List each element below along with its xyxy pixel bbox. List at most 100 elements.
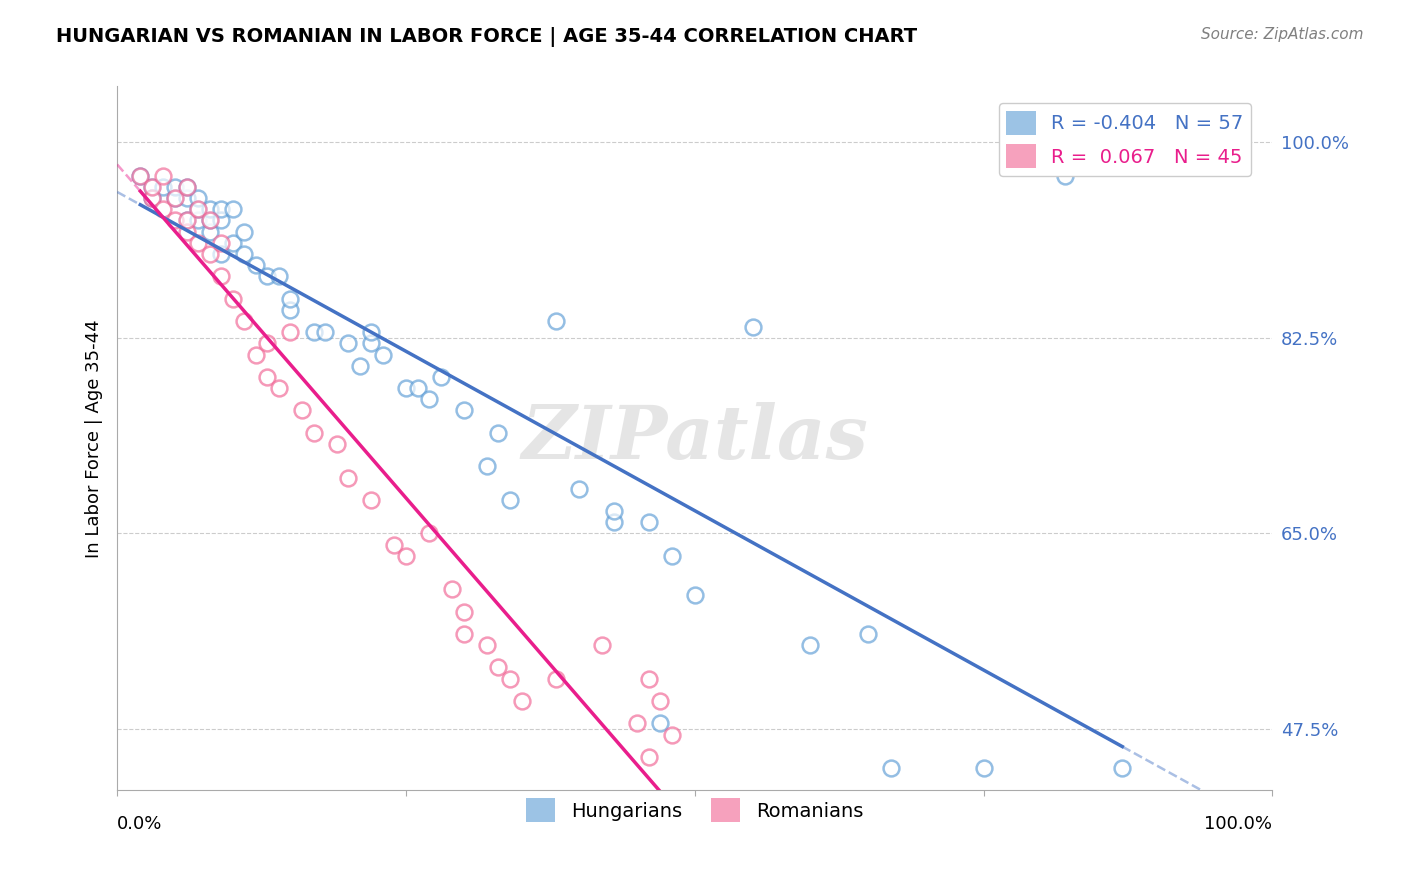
Text: ZIPatlas: ZIPatlas bbox=[522, 402, 869, 475]
Point bbox=[650, 694, 672, 708]
Point bbox=[453, 403, 475, 417]
Point bbox=[187, 202, 209, 217]
Point bbox=[267, 269, 290, 284]
Point bbox=[198, 225, 221, 239]
Point bbox=[176, 213, 198, 227]
Point bbox=[325, 437, 347, 451]
Point bbox=[360, 336, 382, 351]
Point bbox=[163, 191, 186, 205]
Point bbox=[280, 292, 302, 306]
Point bbox=[267, 381, 290, 395]
Point bbox=[488, 425, 510, 440]
Point bbox=[395, 381, 418, 395]
Point bbox=[187, 191, 209, 205]
Point bbox=[245, 258, 267, 272]
Point bbox=[280, 302, 302, 317]
Point bbox=[661, 727, 683, 741]
Point bbox=[360, 325, 382, 339]
Point bbox=[291, 403, 314, 417]
Point bbox=[395, 549, 418, 563]
Point bbox=[626, 716, 648, 731]
Point bbox=[637, 750, 659, 764]
Point bbox=[650, 716, 672, 731]
Point bbox=[418, 526, 440, 541]
Point bbox=[129, 169, 152, 183]
Point bbox=[337, 336, 360, 351]
Point bbox=[349, 359, 371, 373]
Text: 100.0%: 100.0% bbox=[1205, 815, 1272, 833]
Point bbox=[418, 392, 440, 407]
Point bbox=[384, 537, 406, 551]
Point bbox=[741, 319, 763, 334]
Point bbox=[209, 202, 232, 217]
Point bbox=[152, 180, 174, 194]
Point bbox=[429, 370, 451, 384]
Point bbox=[176, 213, 198, 227]
Point bbox=[510, 694, 533, 708]
Point bbox=[198, 247, 221, 261]
Point bbox=[176, 180, 198, 194]
Point bbox=[222, 292, 245, 306]
Point bbox=[280, 325, 302, 339]
Text: HUNGARIAN VS ROMANIAN IN LABOR FORCE | AGE 35-44 CORRELATION CHART: HUNGARIAN VS ROMANIAN IN LABOR FORCE | A… bbox=[56, 27, 917, 46]
Point bbox=[314, 325, 336, 339]
Point bbox=[176, 180, 198, 194]
Point bbox=[256, 370, 278, 384]
Point bbox=[568, 482, 591, 496]
Point bbox=[198, 213, 221, 227]
Point bbox=[360, 492, 382, 507]
Point bbox=[799, 638, 821, 652]
Point bbox=[637, 672, 659, 686]
Point bbox=[856, 627, 879, 641]
Text: 0.0%: 0.0% bbox=[117, 815, 163, 833]
Point bbox=[453, 627, 475, 641]
Point bbox=[222, 202, 245, 217]
Point bbox=[880, 761, 903, 775]
Point bbox=[371, 348, 394, 362]
Point bbox=[209, 235, 232, 250]
Point bbox=[198, 202, 221, 217]
Point bbox=[683, 588, 706, 602]
Legend: Hungarians, Romanians: Hungarians, Romanians bbox=[519, 790, 872, 830]
Point bbox=[546, 672, 568, 686]
Point bbox=[163, 191, 186, 205]
Point bbox=[141, 191, 163, 205]
Point bbox=[453, 605, 475, 619]
Point bbox=[152, 169, 174, 183]
Point bbox=[591, 638, 613, 652]
Point bbox=[141, 191, 163, 205]
Point bbox=[187, 202, 209, 217]
Point bbox=[129, 169, 152, 183]
Point bbox=[233, 314, 256, 328]
Point bbox=[302, 325, 325, 339]
Point bbox=[209, 213, 232, 227]
Point bbox=[337, 470, 360, 484]
Point bbox=[603, 515, 626, 529]
Point bbox=[1111, 761, 1133, 775]
Point bbox=[163, 213, 186, 227]
Point bbox=[209, 247, 232, 261]
Point bbox=[499, 672, 522, 686]
Point bbox=[233, 247, 256, 261]
Point bbox=[187, 235, 209, 250]
Text: Source: ZipAtlas.com: Source: ZipAtlas.com bbox=[1201, 27, 1364, 42]
Point bbox=[256, 336, 278, 351]
Point bbox=[1053, 169, 1076, 183]
Y-axis label: In Labor Force | Age 35-44: In Labor Force | Age 35-44 bbox=[86, 319, 103, 558]
Point bbox=[187, 213, 209, 227]
Point bbox=[475, 638, 498, 652]
Point bbox=[406, 381, 429, 395]
Point bbox=[176, 191, 198, 205]
Point bbox=[637, 515, 659, 529]
Point bbox=[475, 459, 498, 474]
Point bbox=[256, 269, 278, 284]
Point bbox=[141, 180, 163, 194]
Point bbox=[603, 504, 626, 518]
Point bbox=[973, 761, 995, 775]
Point bbox=[441, 582, 464, 597]
Point bbox=[163, 180, 186, 194]
Point bbox=[209, 269, 232, 284]
Point bbox=[546, 314, 568, 328]
Point bbox=[245, 348, 267, 362]
Point bbox=[198, 213, 221, 227]
